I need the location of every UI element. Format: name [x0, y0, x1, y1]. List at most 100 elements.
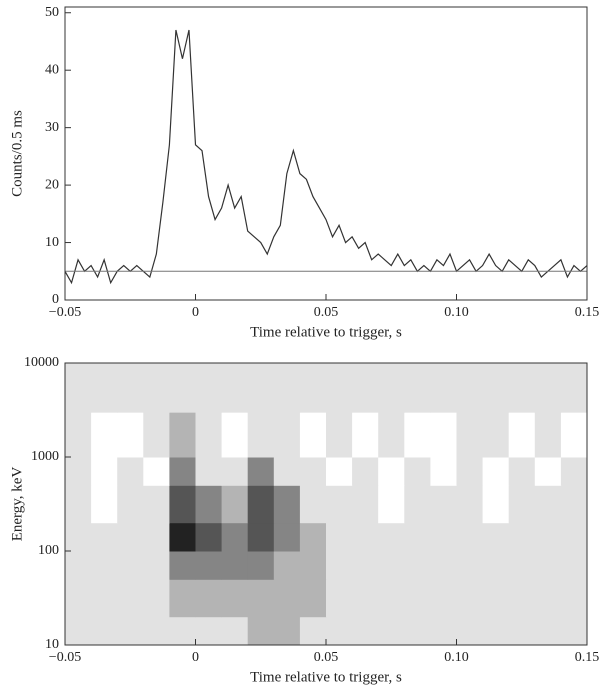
heat-cell	[273, 551, 301, 580]
y-tick-label: 10	[45, 637, 59, 652]
heat-cell	[299, 579, 327, 618]
heat-cell	[560, 616, 588, 646]
heat-cell	[378, 485, 405, 524]
heat-cell	[169, 616, 196, 646]
heat-cell	[456, 522, 484, 552]
heat-cell	[560, 363, 588, 413]
heat-cell	[117, 522, 144, 552]
heat-cell	[404, 579, 431, 618]
heat-cell	[143, 579, 170, 618]
heat-cell	[65, 616, 92, 646]
heat-cell	[404, 485, 431, 524]
heat-cell	[169, 485, 196, 524]
heat-cell	[195, 412, 223, 458]
heat-cell	[221, 457, 249, 486]
heat-cell	[534, 551, 562, 580]
heat-cell	[273, 457, 301, 486]
heat-cell	[65, 485, 92, 524]
heat-cell	[508, 485, 536, 524]
x-axis-title: Time relative to trigger, s	[250, 324, 402, 340]
heat-cell	[117, 551, 144, 580]
heat-cell	[273, 485, 301, 524]
heat-cell	[91, 457, 118, 486]
y-tick-label: 30	[45, 120, 59, 135]
x-tick-label: 0.05	[314, 305, 339, 320]
heat-cell	[91, 616, 118, 646]
heat-cell	[247, 457, 275, 486]
heat-cell	[430, 363, 457, 413]
heat-cell	[404, 363, 431, 413]
heat-cell	[534, 363, 562, 413]
heat-cell	[247, 485, 275, 524]
heat-cell	[65, 363, 92, 413]
heat-cell	[430, 551, 457, 580]
heat-cell	[195, 363, 223, 413]
heat-cell	[482, 579, 510, 618]
heat-cell	[143, 485, 170, 524]
heat-cell	[430, 616, 457, 646]
heat-cell	[482, 616, 510, 646]
heat-cell	[91, 363, 118, 413]
heat-cell	[404, 457, 431, 486]
heat-cell	[508, 579, 536, 618]
heat-cell	[143, 551, 170, 580]
heat-cell	[169, 457, 196, 486]
heat-cell	[456, 485, 484, 524]
x-tick-label: 0.15	[575, 305, 600, 320]
heat-cell	[299, 616, 327, 646]
heat-cell	[378, 363, 405, 413]
heat-cell	[247, 363, 275, 413]
heat-cell	[326, 457, 353, 486]
heat-cell	[482, 363, 510, 413]
y-tick-label: 10	[45, 235, 59, 250]
x-tick-label: −0.05	[49, 305, 81, 320]
x-tick-label: 0.10	[444, 650, 469, 665]
heat-cell	[117, 485, 144, 524]
heat-cell	[143, 412, 170, 458]
heat-cell	[326, 412, 353, 458]
heat-cell	[456, 363, 484, 413]
heat-cell	[508, 412, 536, 458]
heat-cell	[534, 616, 562, 646]
heat-cell	[91, 485, 118, 524]
heat-cell	[456, 457, 484, 486]
heat-cell	[352, 551, 379, 580]
heat-cell	[326, 616, 353, 646]
heat-cell	[378, 616, 405, 646]
heat-cell	[326, 363, 353, 413]
heat-cell	[195, 579, 223, 618]
heat-cell	[378, 551, 405, 580]
heat-cell	[91, 522, 118, 552]
heat-cell	[169, 363, 196, 413]
y-tick-label: 0	[52, 292, 59, 307]
heat-cell	[430, 457, 457, 486]
heat-cell	[273, 412, 301, 458]
y-tick-label: 40	[45, 62, 59, 77]
heat-cell	[273, 363, 301, 413]
heat-cell	[221, 551, 249, 580]
heat-cell	[299, 522, 327, 552]
heat-cell	[195, 457, 223, 486]
heat-cell	[299, 412, 327, 458]
heat-cell	[456, 551, 484, 580]
heat-cell	[456, 412, 484, 458]
heat-cell	[195, 616, 223, 646]
heat-cell	[560, 522, 588, 552]
heat-cell	[65, 579, 92, 618]
heat-cell	[560, 551, 588, 580]
heat-cell	[326, 485, 353, 524]
y-tick-label: 1000	[31, 449, 59, 464]
heat-cell	[91, 412, 118, 458]
x-tick-label: 0.05	[314, 650, 339, 665]
heat-cell	[378, 522, 405, 552]
heat-cell	[117, 457, 144, 486]
heat-cell	[247, 412, 275, 458]
heat-cell	[65, 457, 92, 486]
heat-cell	[143, 363, 170, 413]
heat-cell	[326, 551, 353, 580]
y-axis-title: Counts/0.5 ms	[9, 110, 25, 197]
heat-cell	[560, 579, 588, 618]
heat-cell	[534, 412, 562, 458]
heat-cell	[65, 522, 92, 552]
